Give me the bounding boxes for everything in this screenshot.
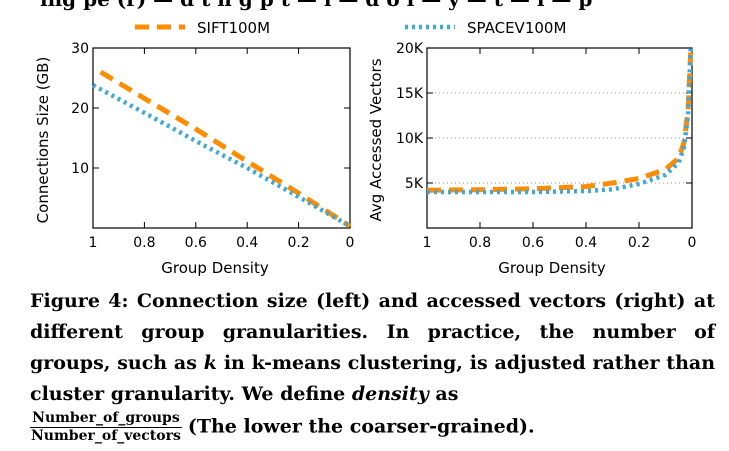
chart-accessed-vectors: 5K 10K 15K 20K 1 0.8 0.6 0.4 0.2 0 Avg Accessed … xyxy=(367,41,696,277)
series-line-sift100m xyxy=(426,52,694,193)
x-tick-label: 0.2 xyxy=(287,235,309,251)
y-axis-label: Avg Accessed Vectors xyxy=(367,58,385,221)
y-tick-label: 10 xyxy=(71,161,89,177)
chart-connection-size: 10 20 30 1 0.8 0.6 0.4 0.2 0 Connections Size (… xyxy=(34,41,354,277)
y-tick-label: 20K xyxy=(396,41,424,57)
fraction-denominator: Number_of_vectors xyxy=(31,428,181,444)
x-tick-label: 0.6 xyxy=(185,235,207,251)
cropped-text-line: ing pe (r) — d t h g p t — l — d o l — y… xyxy=(40,0,592,11)
legend-sift-label: SIFT100M xyxy=(197,19,270,37)
y-tick-label: 5K xyxy=(405,176,424,192)
caption-density: density xyxy=(351,383,429,405)
legend-spacev-label: SPACEV100M xyxy=(467,19,566,37)
caption-text-1: Connection size (left) and accessed vect… xyxy=(30,290,715,374)
x-tick-label: 0.6 xyxy=(522,235,544,251)
y-axis-label: Connections Size (GB) xyxy=(34,57,52,224)
figure-caption: Figure 4: Connection size (left) and acc… xyxy=(30,286,715,445)
caption-tail: (The lower the coarser-grained). xyxy=(187,415,535,438)
series-line-spacev100m xyxy=(91,83,352,229)
figure-4: ing pe (r) — d t h g p t — l — d o l — y… xyxy=(34,0,696,277)
y-tick-label: 10K xyxy=(396,131,424,147)
caption-k: k xyxy=(203,352,217,374)
y-tick-label: 15K xyxy=(396,86,424,102)
plot-frame xyxy=(92,47,351,229)
x-tick-label: 1 xyxy=(89,235,98,251)
x-tick-label: 0.4 xyxy=(236,235,258,251)
x-tick-label: 0 xyxy=(346,235,355,251)
x-tick-label: 1 xyxy=(423,235,432,251)
y-tick-label: 20 xyxy=(71,101,89,117)
series-line-sift100m xyxy=(99,69,352,229)
x-axis-label: Group Density xyxy=(161,259,269,277)
x-tick-label: 0.4 xyxy=(575,235,597,251)
y-tick-label: 30 xyxy=(71,41,89,57)
figure-label: Figure 4: xyxy=(30,290,129,312)
x-axis-label: Group Density xyxy=(498,259,606,277)
caption-as: as xyxy=(435,383,459,405)
x-tick-label: 0.2 xyxy=(628,235,650,251)
fraction-numerator: Number_of_groups xyxy=(30,410,182,428)
caption-text-2: in k-means clustering, is adjusted rathe… xyxy=(30,352,716,405)
density-fraction: Number_of_groups Number_of_vectors xyxy=(30,410,182,445)
legend: SIFT100M SPACEV100M xyxy=(135,19,566,37)
x-tick-label: 0 xyxy=(688,235,697,251)
x-tick-label: 0.8 xyxy=(469,235,491,251)
x-tick-label: 0.8 xyxy=(133,235,155,251)
series-line-spacev100m xyxy=(427,47,693,195)
